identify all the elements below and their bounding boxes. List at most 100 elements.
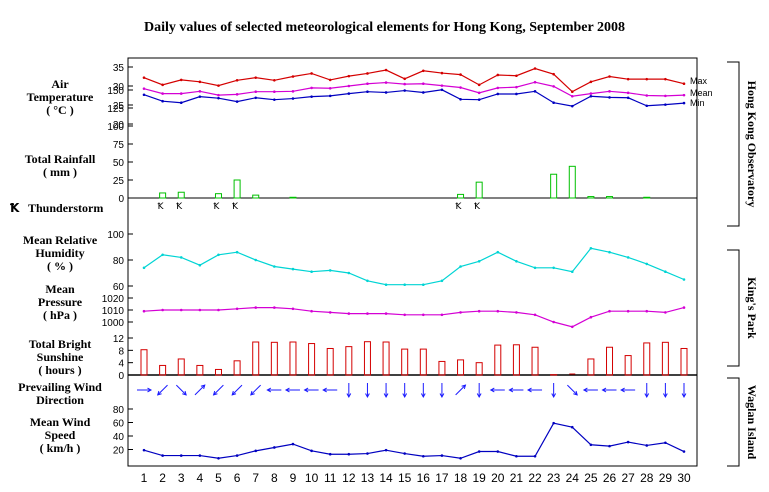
temperature-max-line-point — [384, 68, 388, 72]
wind-arrow-head — [182, 390, 187, 396]
pressure-line-point — [477, 309, 481, 313]
temperature-max-line-point — [533, 67, 537, 70]
pressure-line-point — [161, 308, 164, 312]
wind-speed-line-point — [515, 454, 518, 458]
humidity-line-point — [440, 279, 444, 283]
pressure-line-point — [254, 306, 258, 309]
humidity-line-point — [384, 283, 388, 287]
y-tick-label: 12 — [113, 334, 125, 345]
pressure-line-point — [682, 306, 686, 309]
temperature-min-line-point — [142, 93, 146, 97]
humidity-line-point — [161, 253, 164, 257]
wind-speed-line-point — [310, 449, 313, 453]
wind-speed-line-point — [235, 454, 239, 457]
humidity-line-point — [291, 267, 295, 271]
sunshine-bar — [401, 348, 409, 376]
y-tick-label: 35 — [113, 63, 125, 74]
humidity-line-point — [235, 250, 239, 254]
wind-arrow-head — [476, 393, 482, 399]
temperature-max-line-point — [589, 80, 593, 84]
temperature-min-line-point — [328, 94, 332, 98]
temperature-min-line-point — [645, 104, 649, 108]
temperature-max-line-point — [422, 69, 425, 73]
temperature-mean-line-point — [142, 87, 146, 90]
sunshine-bar — [326, 347, 334, 376]
station-label: Waglan Island — [745, 385, 759, 460]
temperature-max-line-point — [198, 80, 202, 84]
y-tick-label: 150 — [107, 86, 124, 97]
rainfall-bar — [475, 181, 483, 199]
station-bracket — [727, 61, 740, 227]
rainfall-bar — [233, 179, 241, 199]
temperature-mean-line — [143, 81, 685, 97]
temperature-mean-line-point — [366, 82, 369, 86]
wind-arrow-head — [489, 387, 495, 393]
humidity-line-point — [179, 256, 183, 259]
wind-arrow-head — [266, 387, 272, 393]
sunshine-bar — [382, 341, 390, 376]
humidity-line-point — [459, 265, 462, 268]
wind-speed-line-point — [161, 454, 164, 457]
x-tick-label: 22 — [528, 471, 542, 485]
x-tick-label: 13 — [361, 471, 375, 485]
temperature-max-line — [143, 67, 685, 93]
y-tick-label: 25 — [113, 176, 125, 187]
x-tick-label: 17 — [435, 471, 449, 485]
temperature-max-line-point — [347, 74, 351, 78]
wind-speed-line-point — [533, 454, 537, 458]
temperature-min-line-point — [235, 100, 239, 103]
wind-speed-panel-label: Mean Wind Speed( km/h ) — [29, 415, 91, 455]
pressure-line-point — [179, 308, 183, 312]
temperature-mean-line-point — [235, 93, 239, 96]
rainfall-bar — [252, 194, 260, 199]
rainfall-bar — [457, 193, 465, 199]
temperature-max-line-point — [310, 72, 313, 75]
temperature-min-line-point — [626, 96, 630, 100]
temperature-max-line-point — [626, 77, 630, 81]
sunshine-bar — [475, 362, 483, 376]
x-tick-label: 24 — [566, 471, 580, 485]
thunderstorm-marker: Ꝁ — [176, 201, 183, 211]
pressure-line-point — [347, 312, 351, 315]
pressure-line-point — [328, 311, 332, 314]
pressure-line-point — [310, 309, 313, 313]
humidity-line-point — [664, 270, 667, 274]
pressure-line-point — [533, 313, 537, 317]
temperature-min-line-point — [254, 96, 258, 100]
temperature-min-line-point — [570, 104, 574, 108]
pressure-line-point — [403, 313, 406, 317]
temperature-min-line-point — [384, 91, 388, 94]
station-bracket — [727, 249, 740, 367]
pressure-line-point — [608, 309, 611, 313]
pressure-line-point — [626, 309, 630, 313]
x-tick-label: 6 — [234, 471, 241, 485]
y-tick-label: 20 — [113, 446, 125, 457]
y-tick-label: 1020 — [102, 294, 125, 305]
wind-arrow-head — [322, 387, 327, 393]
x-tick-label: 15 — [398, 471, 412, 485]
temperature-mean-line-point — [645, 94, 649, 97]
humidity-line-point — [589, 247, 593, 250]
temperature-min-line-point — [496, 92, 500, 96]
thunderstorm-legend-icon: Ꝁ — [10, 201, 20, 215]
y-tick-label: 25 — [113, 101, 125, 112]
x-tick-label: 4 — [197, 471, 204, 485]
x-tick-label: 23 — [547, 471, 561, 485]
temperature-min-line-point — [310, 95, 313, 98]
humidity-line-point — [477, 260, 481, 263]
station-label: Hong Kong Observatory — [745, 81, 759, 208]
pressure-line-point — [664, 311, 667, 314]
x-tick-label: 26 — [603, 471, 617, 485]
temperature-max-line-point — [366, 72, 369, 75]
y-tick-label: 100 — [107, 122, 124, 133]
wind-speed-line-point — [664, 441, 667, 445]
temp-panel-label: Air Temperature( °C ) — [26, 77, 94, 117]
humidity-line-point — [552, 266, 555, 270]
thunderstorm-marker: Ꝁ — [456, 201, 463, 211]
x-tick-label: 1 — [141, 471, 148, 485]
x-tick-label: 5 — [215, 471, 222, 485]
temperature-max-line-point — [161, 83, 164, 87]
temperature-min-line-point — [366, 90, 369, 93]
temperature-mean-line-point — [589, 92, 593, 95]
humidity-line-point — [254, 258, 258, 262]
